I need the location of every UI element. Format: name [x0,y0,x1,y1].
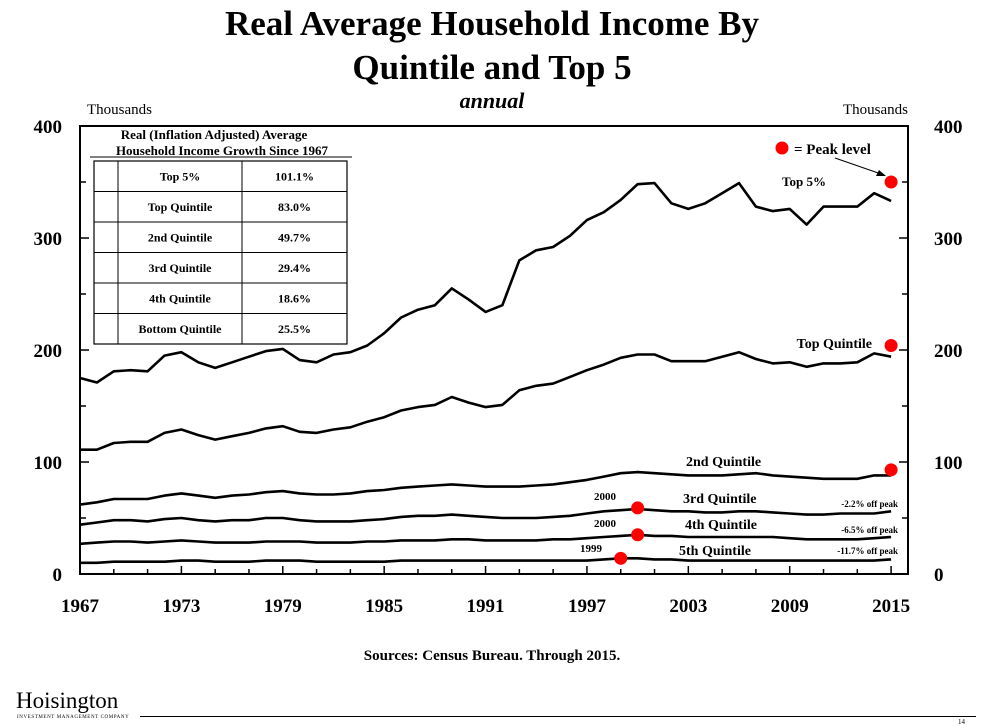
y-tick-label-left: 200 [34,341,63,362]
y-unit-label-left: Thousands [87,102,152,118]
series-line-top-5pct [79,181,892,384]
chart-title-line-2: Quintile and Top 5 [352,48,632,87]
y-tick-label-left: 300 [34,229,63,250]
table-title-line-1: Real (Inflation Adjusted) Average [121,127,308,142]
series-label-2nd-quintile: 2nd Quintile [686,455,761,470]
x-tick-label: 2009 [771,596,809,617]
series-label-top-5pct: Top 5% [782,174,826,189]
y-tick-label-right: 100 [934,453,963,474]
legend-peak-label: = Peak level [794,142,871,158]
x-tick-label: 1973 [162,596,200,617]
annotation-layer: Top 5% Top Quintile 2nd Quintile 3rd Quinti… [580,141,898,559]
footer-rule [140,716,976,717]
legend-peak-dot [775,141,789,155]
table-row-value: 29.4% [278,261,311,275]
table-row-label: 3rd Quintile [148,261,212,275]
table-row-label: Top 5% [160,169,201,183]
x-tick-label: 1985 [365,596,403,617]
series-label-3rd-quintile: 3rd Quintile [683,492,757,507]
top5-arrow-head [876,170,886,176]
x-tick-label: 2015 [872,596,910,617]
top5-arrow-line [834,157,885,176]
y-tick-label-right: 200 [934,341,963,362]
y-unit-label-right: Thousands [843,102,908,118]
table-row-label: 4th Quintile [149,291,211,305]
series-layer [79,175,898,565]
table-row-value: 25.5% [278,322,311,336]
series-label-4th-quintile: 4th Quintile [685,518,757,533]
off-peak-note-4th-quintile: -6.5% off peak [841,525,898,535]
peak-year-label-4th-quintile: 2000 [594,518,617,530]
y-tick-label-right: 0 [934,565,944,586]
page-number: 14 [958,718,965,726]
peak-marker-4th-quintile [631,528,645,542]
table-row-label: Bottom Quintile [139,322,223,336]
table-row-value: 101.1% [275,169,314,183]
axes-layer: 0 0 100 100 200 200 300 300 400 400 Thousands Thous… [34,102,963,617]
chart-title-line-1: Real Average Household Income By [224,4,760,43]
x-tick-label: 1979 [264,596,302,617]
income-line-chart: 0 0 100 100 200 200 300 300 400 400 Thousands Thous… [34,102,963,617]
chart-title: Real Average Household Income By Quintil… [0,2,984,90]
company-logo-subtitle: INVESTMENT MANAGEMENT COMPANY [17,715,130,720]
x-tick-label: 1997 [568,596,607,617]
peak-year-label-5th-quintile: 1999 [580,543,603,555]
peak-marker-2nd-quintile [884,463,898,477]
table-title-line-2: Household Income Growth Since 1967 [116,143,329,158]
y-tick-label-left: 0 [53,565,63,586]
table-row-value: 83.0% [278,200,311,214]
peak-year-label-3rd-quintile: 2000 [594,491,617,503]
x-tick-label: 1967 [61,596,100,617]
series-line-5th-quintile [80,557,892,565]
y-tick-label-right: 400 [934,117,963,138]
series-line-2nd-quintile [79,470,892,506]
peak-marker-5th-quintile [614,551,628,565]
y-tick-label-left: 100 [34,453,63,474]
off-peak-note-5th-quintile: -11.7% off peak [837,546,898,556]
peak-marker-top-quintile [884,339,898,353]
table-row-label: 2nd Quintile [148,230,213,244]
series-line-4th-quintile [79,533,892,546]
chart-subtitle: annual [459,88,525,113]
series-label-top-quintile: Top Quintile [797,337,872,352]
table-row-value: 18.6% [278,291,311,305]
company-logo: Hoisington [16,688,119,713]
y-tick-label-left: 400 [34,117,63,138]
growth-table: Real (Inflation Adjusted) AverageHouseho… [90,127,352,345]
table-row-label: Top Quintile [148,200,213,214]
y-tick-label-right: 300 [934,229,963,250]
source-note: Sources: Census Bureau. Through 2015. [363,648,621,664]
off-peak-note-3rd-quintile: -2.2% off peak [841,499,898,509]
x-tick-label: 1991 [467,596,505,617]
peak-marker-3rd-quintile [631,501,645,515]
series-label-5th-quintile: 5th Quintile [679,544,751,559]
series-line-3rd-quintile [79,507,892,526]
table-row-value: 49.7% [278,230,311,244]
x-tick-label: 2003 [669,596,707,617]
series-line-top-quintile [80,350,892,451]
peak-marker-top-5pct [884,175,898,189]
